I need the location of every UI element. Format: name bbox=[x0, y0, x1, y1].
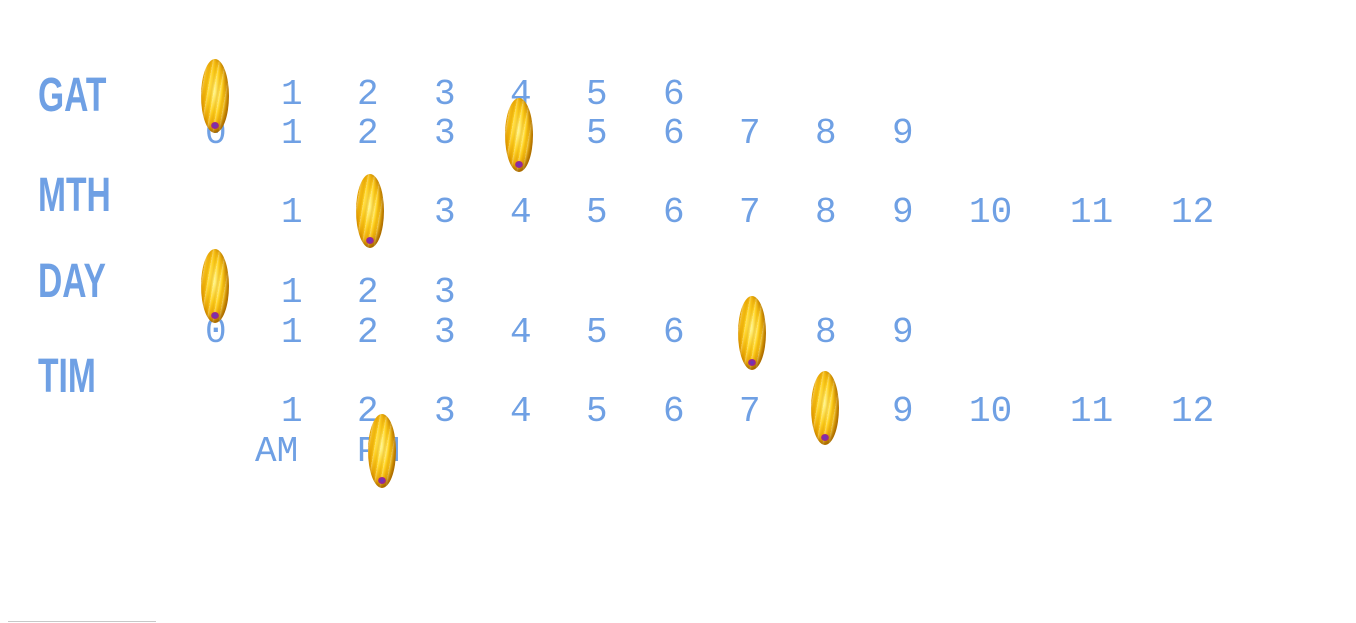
gat-ones-digit-1[interactable]: 1 bbox=[281, 113, 303, 154]
month-label: MTH bbox=[38, 169, 111, 222]
gat-ones-digit-6[interactable]: 6 bbox=[663, 113, 685, 154]
gat-tens-digit-1[interactable]: 1 bbox=[281, 74, 303, 115]
hour-digit-5[interactable]: 5 bbox=[586, 391, 608, 432]
day-tens-digit-1[interactable]: 1 bbox=[281, 272, 303, 313]
month-digit-6[interactable]: 6 bbox=[663, 192, 685, 233]
month-digit-12[interactable]: 12 bbox=[1171, 192, 1215, 233]
day-ones-digit-9[interactable]: 9 bbox=[892, 312, 914, 353]
day-ones-digit-3[interactable]: 3 bbox=[434, 312, 456, 353]
day-tens-digit-3[interactable]: 3 bbox=[434, 272, 456, 313]
day-tens-digit-2[interactable]: 2 bbox=[357, 272, 379, 313]
hour-digit-7[interactable]: 7 bbox=[739, 391, 761, 432]
day-ones-digit-1[interactable]: 1 bbox=[281, 312, 303, 353]
gat-ones-digit-8[interactable]: 8 bbox=[815, 113, 837, 154]
month-digit-8[interactable]: 8 bbox=[815, 192, 837, 233]
month-digit-9[interactable]: 9 bbox=[892, 192, 914, 233]
gat-tens-digit-3[interactable]: 3 bbox=[434, 74, 456, 115]
day-ones-digit-4[interactable]: 4 bbox=[510, 312, 532, 353]
month-digit-4[interactable]: 4 bbox=[510, 192, 532, 233]
day-ones-digit-2[interactable]: 2 bbox=[357, 312, 379, 353]
hour-digit-2[interactable]: 2 bbox=[357, 391, 379, 432]
hour-digit-1[interactable]: 1 bbox=[281, 391, 303, 432]
month-digit-2[interactable]: 2 bbox=[357, 192, 379, 233]
month-digit-11[interactable]: 11 bbox=[1070, 192, 1114, 233]
day-ones-digit-7[interactable]: 7 bbox=[739, 312, 761, 353]
hour-digit-3[interactable]: 3 bbox=[434, 391, 456, 432]
day-ones-digit-8[interactable]: 8 bbox=[815, 312, 837, 353]
gat-tens-digit-5[interactable]: 5 bbox=[586, 74, 608, 115]
gat-tens-digit-6[interactable]: 6 bbox=[663, 74, 685, 115]
day-ones-digit-5[interactable]: 5 bbox=[586, 312, 608, 353]
day-ones-digit-0[interactable]: 0 bbox=[205, 312, 227, 353]
month-digit-1[interactable]: 1 bbox=[281, 192, 303, 233]
month-digit-5[interactable]: 5 bbox=[586, 192, 608, 233]
hour-digit-9[interactable]: 9 bbox=[892, 391, 914, 432]
hour-digit-6[interactable]: 6 bbox=[663, 391, 685, 432]
gat-ones-digit-0[interactable]: 0 bbox=[205, 113, 227, 154]
time-label: TIM bbox=[38, 350, 96, 403]
gat-ones-digit-3[interactable]: 3 bbox=[434, 113, 456, 154]
hour-digit-8[interactable]: 8 bbox=[815, 391, 837, 432]
month-digit-10[interactable]: 10 bbox=[969, 192, 1013, 233]
hour-digit-11[interactable]: 11 bbox=[1070, 391, 1114, 432]
gat-ones-digit-5[interactable]: 5 bbox=[586, 113, 608, 154]
gat-tens-digit-2[interactable]: 2 bbox=[357, 74, 379, 115]
divider bbox=[8, 621, 156, 622]
hour-digit-10[interactable]: 10 bbox=[969, 391, 1013, 432]
month-digit-3[interactable]: 3 bbox=[434, 192, 456, 233]
gat-ones-digit-7[interactable]: 7 bbox=[739, 113, 761, 154]
day-label: DAY bbox=[38, 255, 106, 308]
gat-ones-digit-4[interactable]: 4 bbox=[510, 113, 532, 154]
ampm-option-pm[interactable]: PM bbox=[357, 431, 401, 472]
gat-label: GAT bbox=[38, 69, 107, 122]
gat-ones-digit-2[interactable]: 2 bbox=[357, 113, 379, 154]
day-ones-digit-6[interactable]: 6 bbox=[663, 312, 685, 353]
hour-digit-12[interactable]: 12 bbox=[1171, 391, 1215, 432]
gat-ones-digit-9[interactable]: 9 bbox=[892, 113, 914, 154]
hour-digit-4[interactable]: 4 bbox=[510, 391, 532, 432]
ampm-option-am[interactable]: AM bbox=[255, 431, 299, 472]
month-digit-7[interactable]: 7 bbox=[739, 192, 761, 233]
gat-tens-digit-4[interactable]: 4 bbox=[510, 74, 532, 115]
